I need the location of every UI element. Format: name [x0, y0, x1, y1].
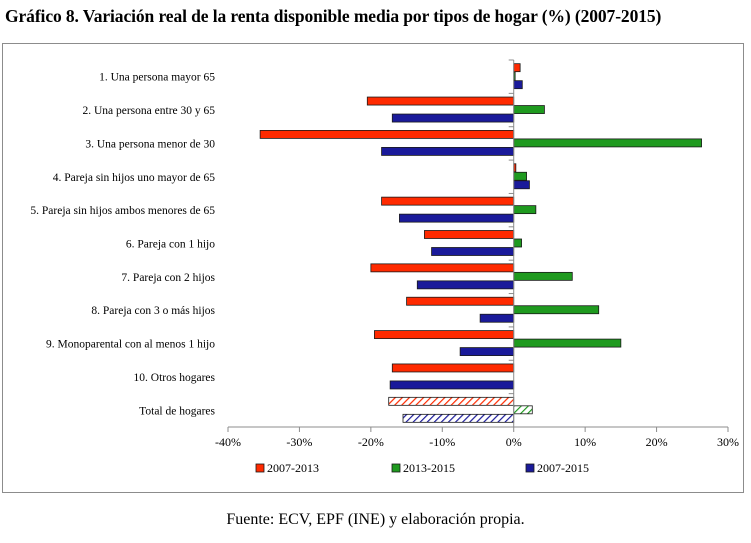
- bar-2007-2013-6: [424, 230, 515, 239]
- category-label: 2. Una persona entre 30 y 65: [82, 105, 215, 117]
- x-tick-label: -40%: [215, 435, 241, 449]
- bar-2013-2015-9: [513, 338, 622, 348]
- bar-2007-2013-7: [370, 263, 515, 273]
- x-tick-label: 20%: [646, 435, 668, 449]
- category-label: 9. Monoparental con al menos 1 hijo: [46, 339, 215, 351]
- bar-2013-2015-2: [513, 105, 545, 114]
- bar-2007-2015-3: [381, 147, 515, 156]
- legend-label-2013-2015: 2013-2015: [403, 461, 455, 475]
- x-tick-label: 10%: [574, 435, 596, 449]
- bar-2007-2015-7: [416, 280, 515, 290]
- category-label: 4. Pareja sin hijos uno mayor de 65: [53, 172, 216, 184]
- axis-layer: 1. Una persona mayor 65 2. Una persona en…: [30, 59, 739, 449]
- legend-label-2007-2013: 2007-2013: [267, 461, 319, 475]
- bar-2007-2015-8: [479, 313, 515, 323]
- category-label: Total de hogares: [139, 405, 215, 417]
- legend-swatch-2013-2015: [391, 463, 401, 473]
- bar-2013-2015-7: [513, 271, 573, 281]
- bar-2007-2015-10: [389, 380, 515, 390]
- bar-2007-2013-1: [513, 63, 521, 73]
- bar-2013-2015-11: [513, 405, 533, 415]
- bar-2007-2015-11: [402, 413, 515, 423]
- category-label: 3. Una persona menor de 30: [85, 138, 215, 150]
- bar-2013-2015-8: [513, 305, 600, 315]
- x-tick-label: 30%: [717, 435, 739, 449]
- bar-2007-2013-3: [259, 130, 515, 139]
- legend-swatch-2007-2013: [255, 463, 265, 473]
- chart-title: Gráfico 8. Variación real de la renta di…: [5, 6, 662, 26]
- x-tick-label: -20%: [358, 435, 384, 449]
- bar-chart: 1. Una persona mayor 65 2. Una persona en…: [30, 59, 739, 475]
- source-note: Fuente: ECV, EPF (INE) y elaboración pro…: [226, 511, 525, 528]
- bars-layer: [259, 63, 702, 423]
- bar-2007-2015-2: [391, 113, 515, 123]
- bar-2013-2015-3: [513, 138, 702, 148]
- bar-2013-2015-5: [513, 205, 537, 215]
- bar-2007-2013-8: [406, 296, 515, 306]
- chart-frame: [2, 43, 744, 493]
- legend: 2007-2013 2013-2015 2007-2015: [255, 461, 589, 475]
- bar-2013-2015-4: [513, 171, 527, 181]
- bar-2007-2013-10: [391, 363, 515, 373]
- bar-2007-2013-5: [381, 196, 515, 206]
- bar-2007-2015-5: [399, 213, 515, 223]
- category-label: 6. Pareja con 1 hijo: [126, 239, 215, 251]
- bar-2007-2015-6: [431, 247, 515, 256]
- bar-2007-2013-2: [366, 96, 515, 106]
- bar-2007-2015-9: [459, 347, 515, 356]
- legend-label-2007-2015: 2007-2015: [537, 461, 589, 475]
- x-tick-label: 0%: [506, 435, 522, 449]
- bar-2007-2015-1: [513, 80, 523, 90]
- x-tick-label: -30%: [286, 435, 312, 449]
- bar-2013-2015-6: [513, 238, 522, 248]
- bar-2007-2013-9: [374, 330, 515, 339]
- x-tick-label: -10%: [429, 435, 455, 449]
- category-label: 8. Pareja con 3 o más hijos: [91, 305, 215, 317]
- category-label: 10. Otros hogares: [134, 372, 216, 384]
- category-label: 5. Pareja sin hijos ambos menores de 65: [30, 205, 215, 217]
- bar-2007-2013-11: [388, 396, 515, 406]
- legend-swatch-2007-2015: [525, 463, 535, 473]
- category-label: 7. Pareja con 2 hijos: [121, 272, 215, 284]
- category-label: 1. Una persona mayor 65: [99, 72, 215, 84]
- bar-2007-2015-4: [513, 180, 530, 190]
